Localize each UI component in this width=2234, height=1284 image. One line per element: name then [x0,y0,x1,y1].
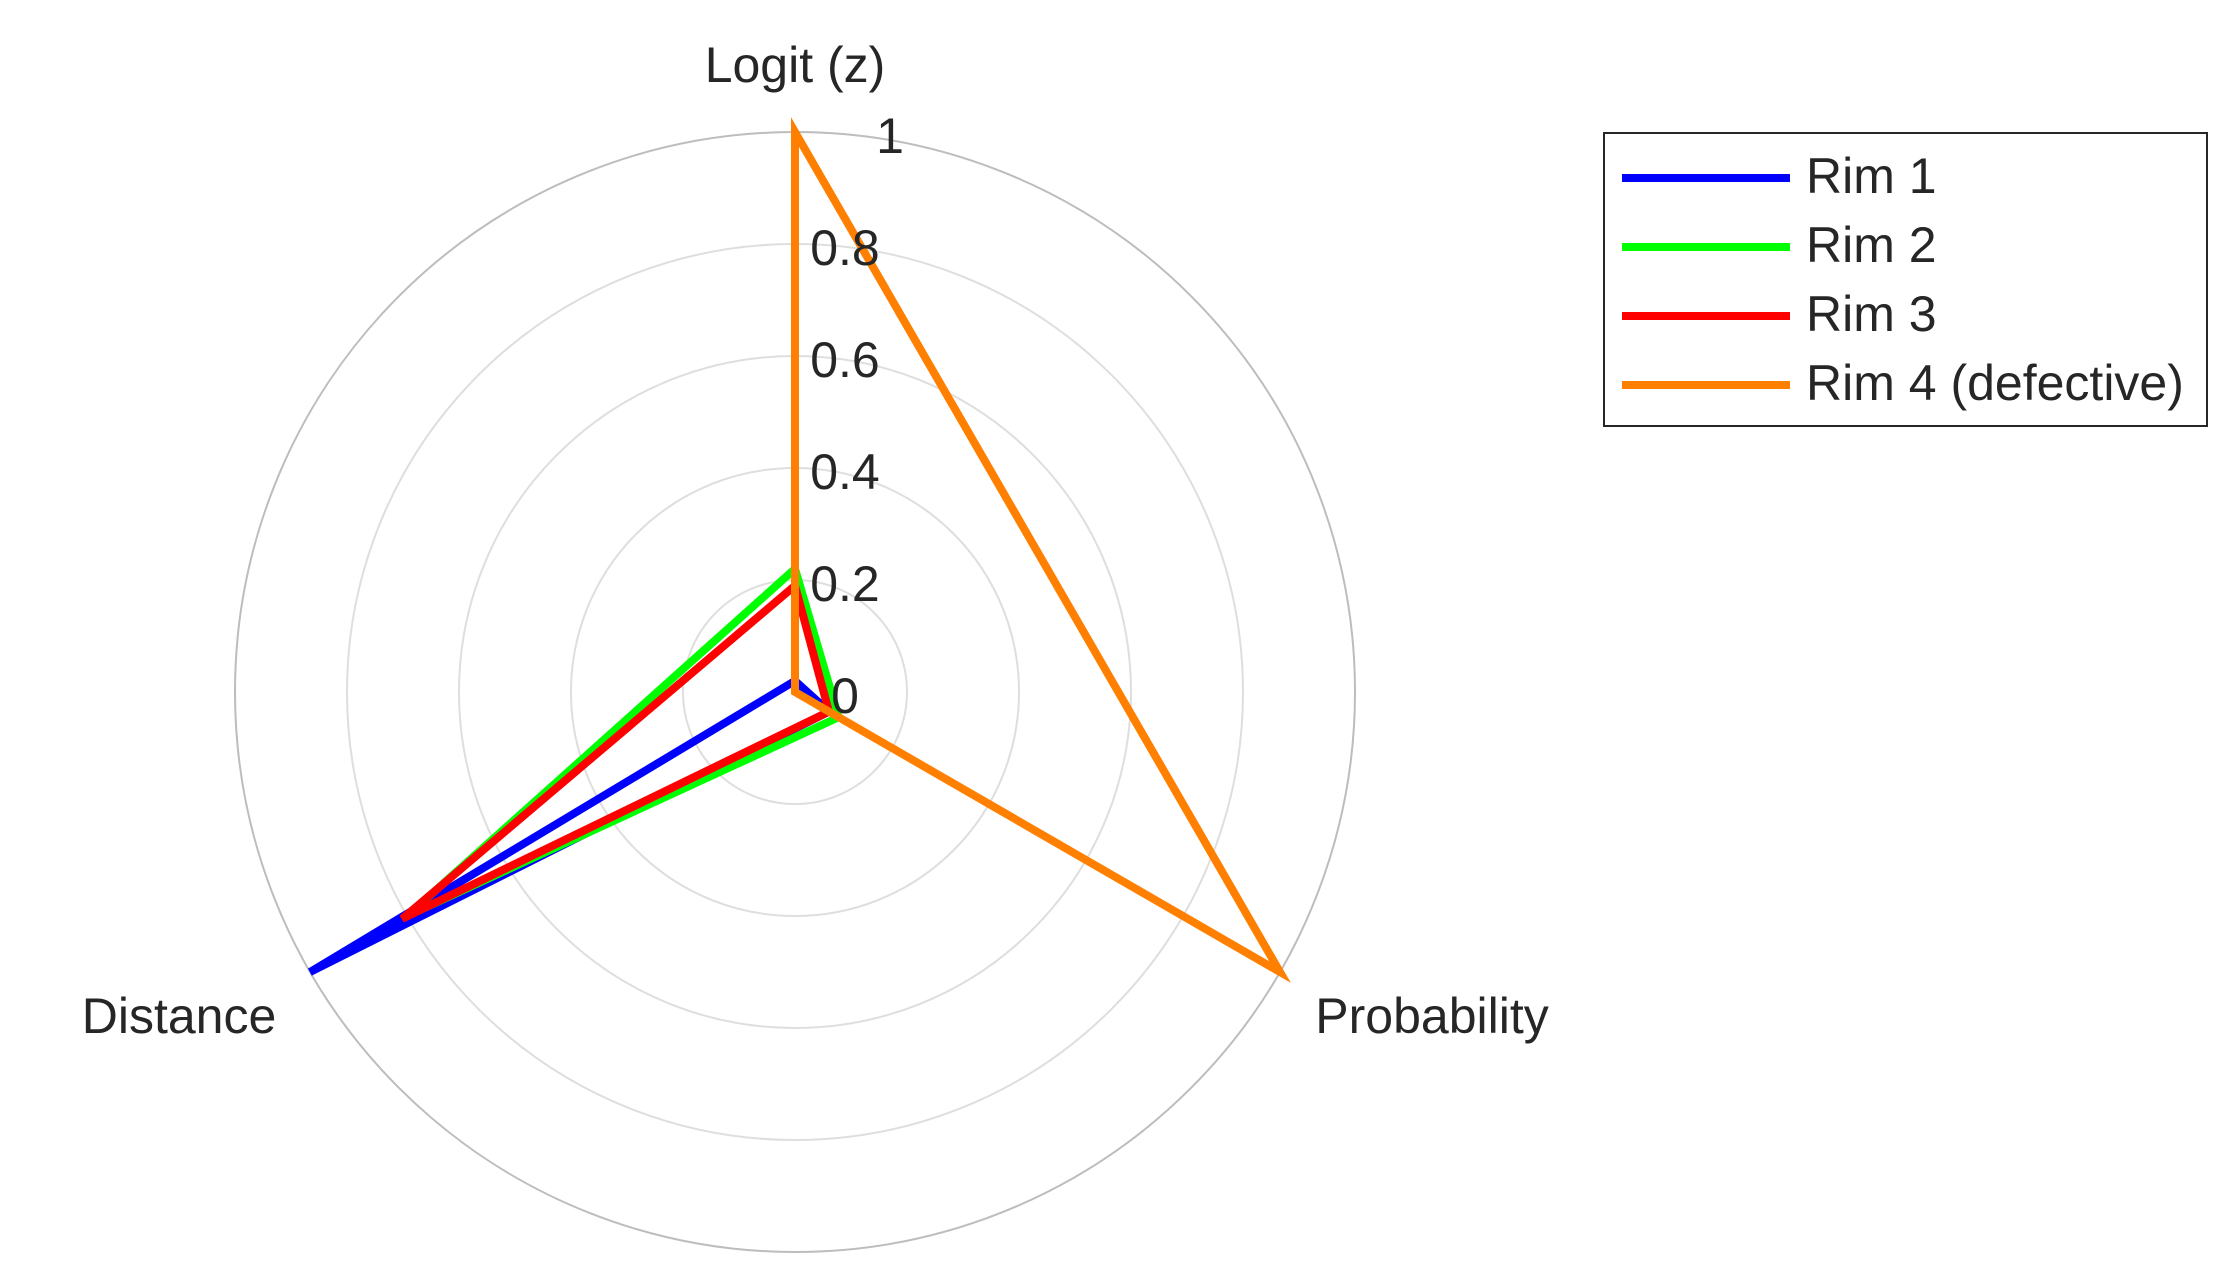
legend-label: Rim 2 [1806,217,1937,273]
r-tick-label: 0 [831,668,859,724]
axis-label: Logit (z) [705,37,886,93]
legend-label: Rim 3 [1806,286,1937,342]
r-tick-label: 1 [876,108,904,164]
axis-label: Probability [1315,988,1548,1044]
r-tick-label: 0.6 [810,332,880,388]
r-tick-label: 0.4 [810,444,880,500]
legend-label: Rim 4 (defective) [1806,355,2184,411]
radar-line [404,561,844,920]
radar-line [307,675,836,976]
radar-line [399,578,834,923]
r-tick-label: 0.2 [810,556,880,612]
axis-label: Distance [82,988,277,1044]
r-tick-label: 0.8 [810,220,880,276]
legend-label: Rim 1 [1806,148,1937,204]
radar-line [791,117,1291,983]
